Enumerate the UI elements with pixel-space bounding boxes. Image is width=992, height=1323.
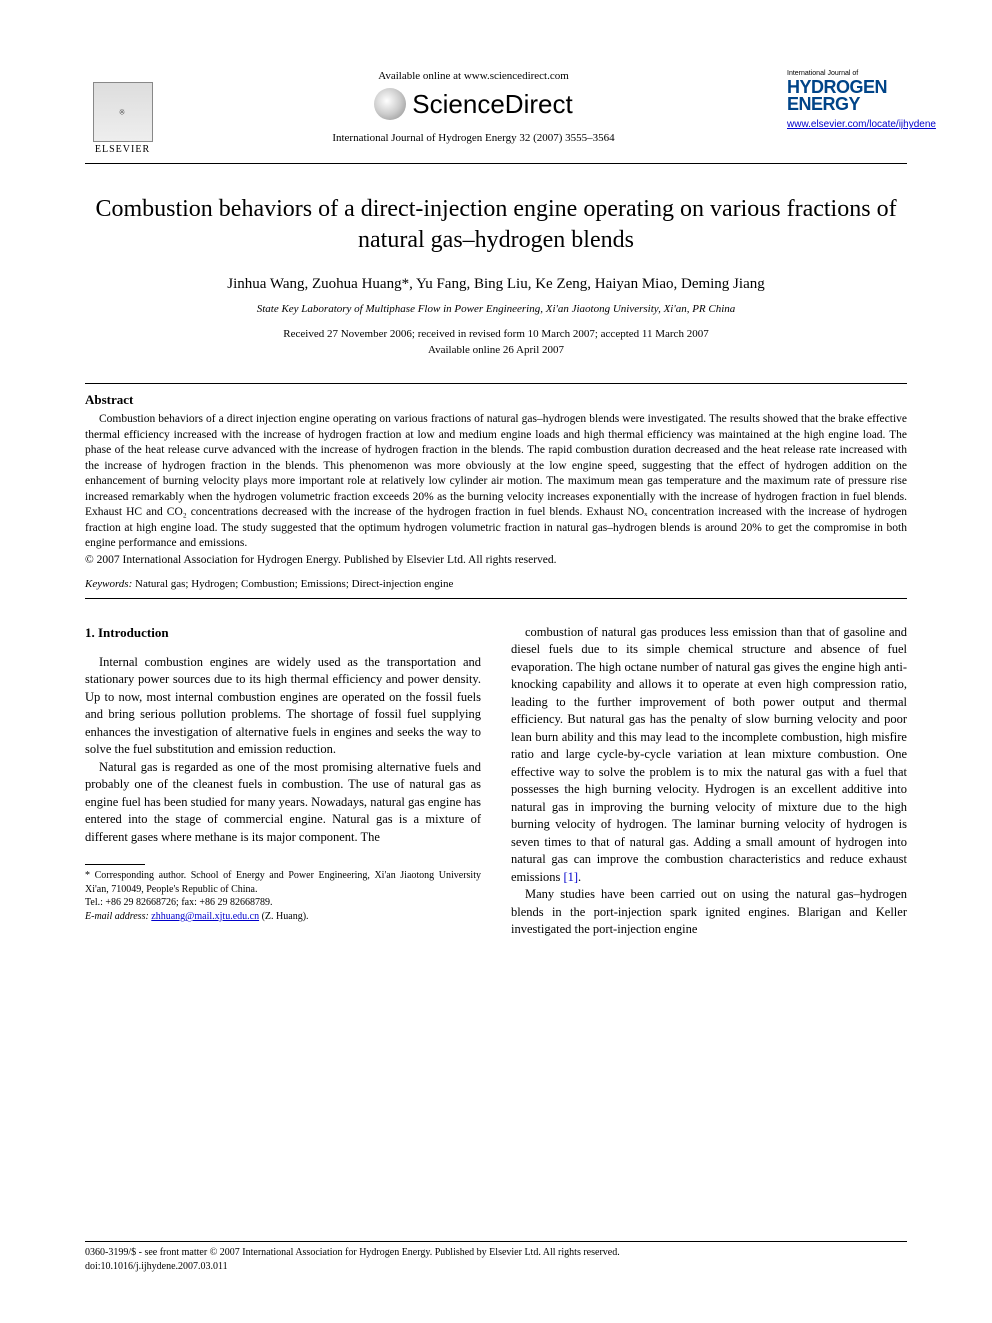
journal-link[interactable]: www.elsevier.com/locate/ijhydene <box>787 119 907 130</box>
journal-logo-top: International Journal of <box>787 70 907 77</box>
sciencedirect-swirl-icon <box>374 88 406 120</box>
page-footer: 0360-3199/$ - see front matter © 2007 In… <box>85 1241 907 1273</box>
intro-right-p1a: combustion of natural gas produces less … <box>511 625 907 884</box>
authors-line: Jinhua Wang, Zuohua Huang*, Yu Fang, Bin… <box>85 276 907 293</box>
footnote-corr: * Corresponding author. School of Energy… <box>85 870 481 895</box>
dates-line2: Available online 26 April 2007 <box>428 344 564 356</box>
journal-reference: International Journal of Hydrogen Energy… <box>180 132 767 144</box>
keywords-label: Keywords: <box>85 578 132 590</box>
abstract-body: Combustion behaviors of a direct injecti… <box>85 412 907 552</box>
affiliation: State Key Laboratory of Multiphase Flow … <box>85 303 907 315</box>
intro-right-p2: Many studies have been carried out on us… <box>511 886 907 939</box>
abstract-top-rule <box>85 383 907 384</box>
right-column: combustion of natural gas produces less … <box>511 624 907 939</box>
footnote-email-link[interactable]: zhhuang@mail.xjtu.edu.cn <box>151 911 259 922</box>
left-column: 1. Introduction Internal combustion engi… <box>85 624 481 939</box>
available-online-line: Available online at www.sciencedirect.co… <box>180 70 767 82</box>
intro-right-p1: combustion of natural gas produces less … <box>511 624 907 887</box>
intro-right-p1b: . <box>578 870 581 884</box>
header-row: ※ ELSEVIER Available online at www.scien… <box>85 70 907 155</box>
corresponding-footnote: * Corresponding author. School of Energy… <box>85 869 481 923</box>
sciencedirect-logo: ScienceDirect <box>180 88 767 120</box>
abstract-copyright: © 2007 International Association for Hyd… <box>85 554 907 566</box>
journal-logo-main: HYDROGEN ENERGY <box>787 79 907 113</box>
paper-title: Combustion behaviors of a direct-injecti… <box>85 194 907 256</box>
elsevier-label: ELSEVIER <box>95 144 150 155</box>
footnote-email-label: E-mail address: <box>85 911 149 922</box>
sciencedirect-text: ScienceDirect <box>412 89 572 120</box>
footnote-tel: Tel.: +86 29 82668726; fax: +86 29 82668… <box>85 897 273 908</box>
footnote-rule <box>85 864 145 865</box>
intro-left-p2: Natural gas is regarded as one of the mo… <box>85 759 481 847</box>
center-header: Available online at www.sciencedirect.co… <box>160 70 787 144</box>
footer-line2: doi:10.1016/j.ijhydene.2007.03.011 <box>85 1260 907 1274</box>
intro-heading: 1. Introduction <box>85 624 481 642</box>
journal-logo: International Journal of HYDROGEN ENERGY… <box>787 70 907 130</box>
abstract-heading: Abstract <box>85 392 907 408</box>
elsevier-logo: ※ ELSEVIER <box>85 70 160 155</box>
footer-line1: 0360-3199/$ - see front matter © 2007 In… <box>85 1246 907 1260</box>
footer-rule <box>85 1241 907 1242</box>
journal-logo-line2: ENERGY <box>787 94 860 114</box>
abstract-bottom-rule <box>85 598 907 599</box>
dates-line1: Received 27 November 2006; received in r… <box>283 328 708 340</box>
header-rule <box>85 163 907 164</box>
article-dates: Received 27 November 2006; received in r… <box>85 327 907 358</box>
keywords-line: Keywords: Natural gas; Hydrogen; Combust… <box>85 578 907 590</box>
ref-link-1[interactable]: [1] <box>563 870 578 884</box>
footnote-email-who: (Z. Huang). <box>262 911 309 922</box>
two-column-body: 1. Introduction Internal combustion engi… <box>85 624 907 939</box>
intro-left-p1: Internal combustion engines are widely u… <box>85 654 481 759</box>
elsevier-tree-icon: ※ <box>93 82 153 142</box>
keywords-list: Natural gas; Hydrogen; Combustion; Emiss… <box>135 578 453 590</box>
